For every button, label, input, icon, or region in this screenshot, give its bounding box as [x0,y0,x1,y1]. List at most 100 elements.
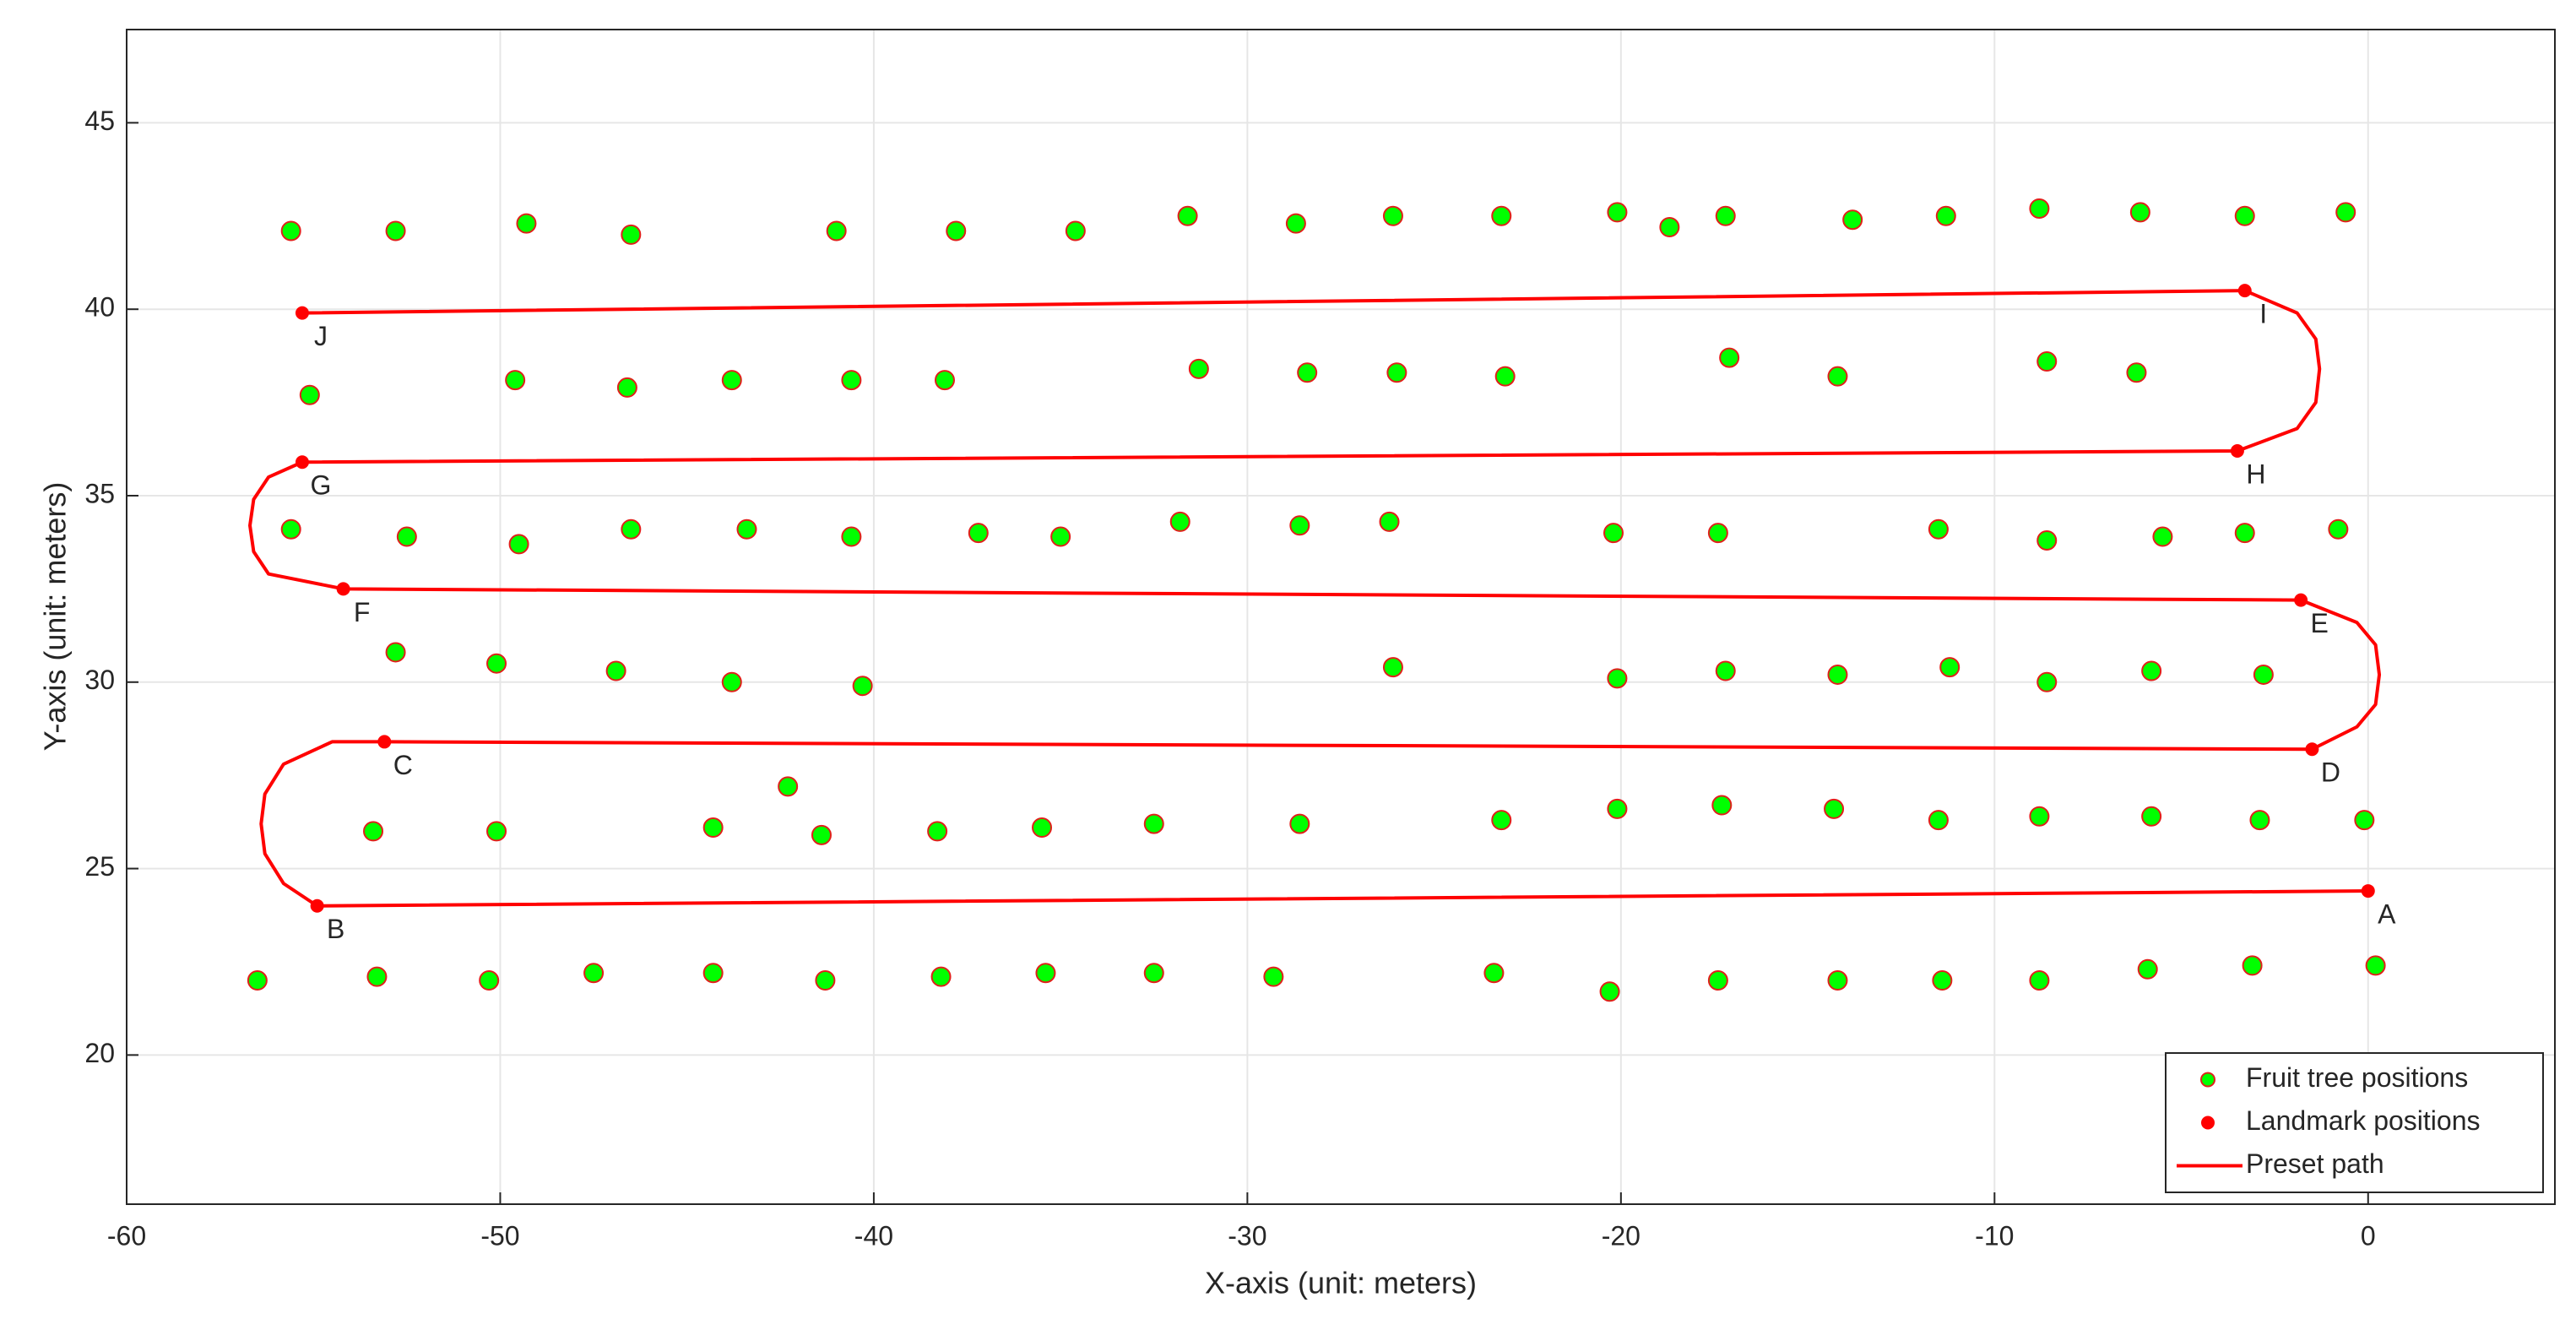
y-axis-label: Y-axis (unit: meters) [38,482,73,752]
point [1289,813,1310,834]
point [1491,205,1512,226]
point-label: B [327,914,344,944]
point [295,455,309,470]
legend-box [2165,1052,2544,1193]
point [1935,205,1956,226]
point [934,370,955,391]
point [486,653,507,674]
point [1824,798,1845,819]
point [1035,963,1056,984]
axes-box [126,29,2556,1205]
point [1607,668,1628,689]
point [1285,213,1306,234]
y-tick-label: 25 [84,851,115,882]
point [583,963,605,984]
point-label: A [2378,899,2396,930]
point [852,676,873,697]
point [1263,966,1284,987]
point [2141,660,2162,681]
point [826,220,847,242]
point [841,370,862,391]
point [1599,981,1620,1002]
y-tick-label: 20 [84,1038,115,1068]
point [968,523,989,544]
point [2036,671,2058,692]
legend-label: Fruit tree positions [2246,1062,2468,1093]
x-tick-label: -40 [854,1220,893,1251]
point [1065,220,1086,242]
point [702,963,724,984]
point [2029,198,2050,219]
point [336,582,350,596]
point [721,370,742,391]
point [295,306,309,320]
point [385,642,406,663]
point [2361,884,2375,898]
point [1715,205,1736,226]
point [1711,795,1733,816]
point [778,776,799,797]
point-label: H [2246,459,2265,489]
point [1827,970,1848,991]
point [2242,955,2263,976]
x-tick-label: -20 [1602,1220,1641,1251]
point [2234,523,2255,544]
point [1659,217,1680,238]
point [1032,817,1053,838]
point-label: E [2310,608,2328,638]
point-label: J [314,321,328,351]
point [2335,202,2356,223]
point [1143,813,1164,834]
point [2305,742,2319,757]
point [1607,202,1628,223]
point [516,213,537,234]
point-label: D [2321,757,2340,788]
point [946,220,967,242]
x-tick-label: -30 [1228,1220,1266,1251]
point [2036,351,2058,372]
point [2029,970,2050,991]
point [2152,526,2173,547]
point [385,220,406,242]
point [363,821,384,842]
point [1603,523,1624,544]
point [1386,362,1407,383]
point [2365,955,2386,976]
point [605,660,626,681]
point [1715,660,1736,681]
point [377,735,392,749]
point [1188,358,1209,379]
point [811,824,832,845]
point [1382,657,1403,678]
point [1379,511,1400,532]
point [1491,810,1512,831]
point [505,370,526,391]
point [396,526,417,547]
point-label: C [393,750,413,780]
point [2234,205,2255,226]
legend-marker [2201,1116,2215,1130]
point [1177,205,1198,226]
point [1297,362,1318,383]
point [702,817,724,838]
point [621,224,642,245]
y-tick-label: 35 [84,478,115,508]
point [1939,657,1960,678]
point [310,898,324,913]
point-label: F [354,597,371,627]
point [2253,664,2274,685]
point [2230,443,2244,458]
x-tick-label: 0 [2361,1220,2376,1251]
legend-marker [2200,1072,2215,1088]
point [621,518,642,540]
point-label: G [311,470,332,501]
point [2036,529,2058,551]
x-tick-label: -60 [107,1220,146,1251]
point [1928,518,1949,540]
point [508,534,529,555]
point [841,526,862,547]
point [2249,810,2270,831]
point [1494,366,1516,387]
point [1382,205,1403,226]
